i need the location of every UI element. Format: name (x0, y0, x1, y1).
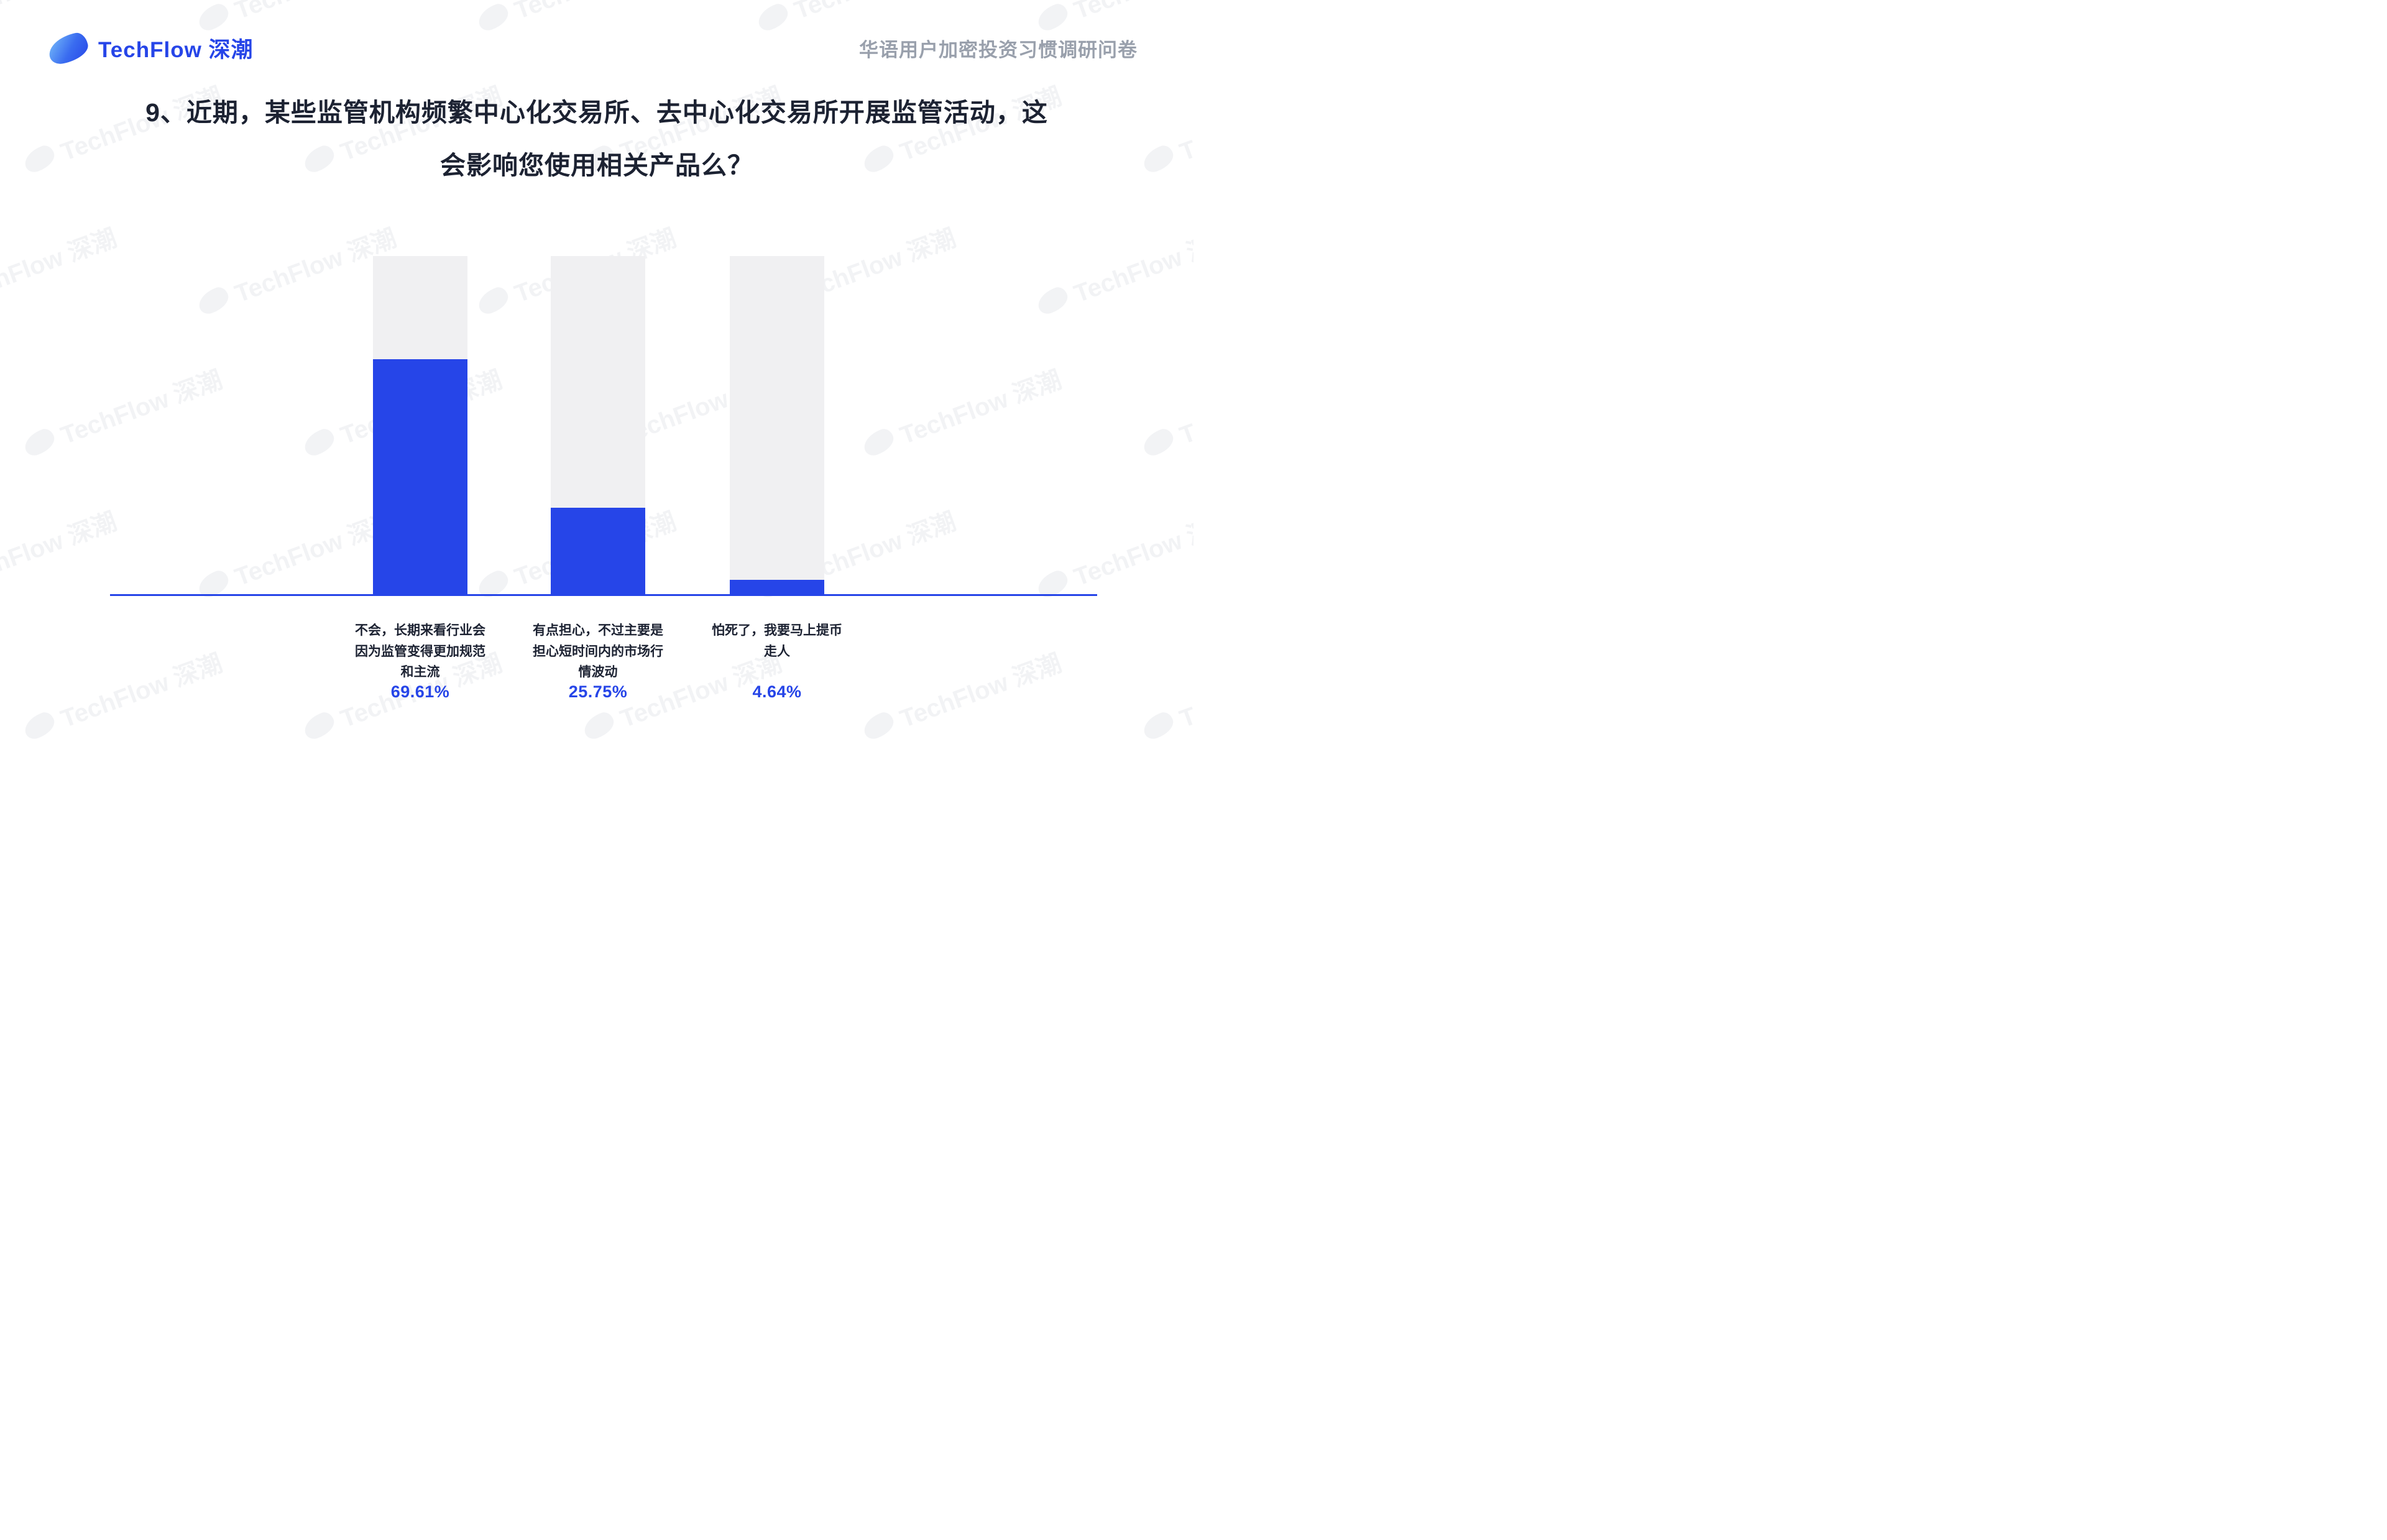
survey-title: 华语用户加密投资习惯调研问卷 (859, 39, 1138, 61)
bar-group (551, 256, 645, 595)
question-title: 9、近期，某些监管机构频繁中心化交易所、去中心化交易所开展监管活动，这 会影响您… (0, 100, 1194, 178)
x-axis-line (110, 594, 1097, 596)
header: TechFlow 深潮 华语用户加密投资习惯调研问卷 (0, 0, 1194, 66)
bar-fill (373, 359, 467, 595)
bar-label: 怕死了，我要马上提币走人 (712, 623, 842, 659)
bar-track (730, 256, 824, 595)
bar-label: 不会，长期来看行业会因为监管变得更加规范和主流 (355, 623, 485, 680)
bar-percent: 4.64% (752, 682, 802, 701)
logo-text: TechFlow 深潮 (98, 38, 254, 62)
bar-fill (730, 579, 824, 595)
bar-percent: 69.61% (390, 682, 450, 701)
bar-chart: 不会，长期来看行业会因为监管变得更加规范和主流 有点担心，不过主要是担心短时间内… (0, 0, 1194, 770)
page: TechFlow 深潮 华语用户加密投资习惯调研问卷 9、近期，某些监管机构频繁… (0, 0, 1194, 770)
question-line-1: 9、近期，某些监管机构频繁中心化交易所、去中心化交易所开展监管活动，这 (145, 98, 1048, 127)
bar-fill (551, 508, 645, 595)
bar-group (373, 256, 467, 595)
bar-label: 有点担心，不过主要是担心短时间内的市场行情波动 (533, 623, 663, 680)
logo: TechFlow 深潮 (46, 30, 254, 66)
bar-percent: 25.75% (568, 682, 628, 701)
bar-group (730, 256, 824, 595)
question-line-2: 会影响您使用相关产品么？ (440, 151, 753, 180)
